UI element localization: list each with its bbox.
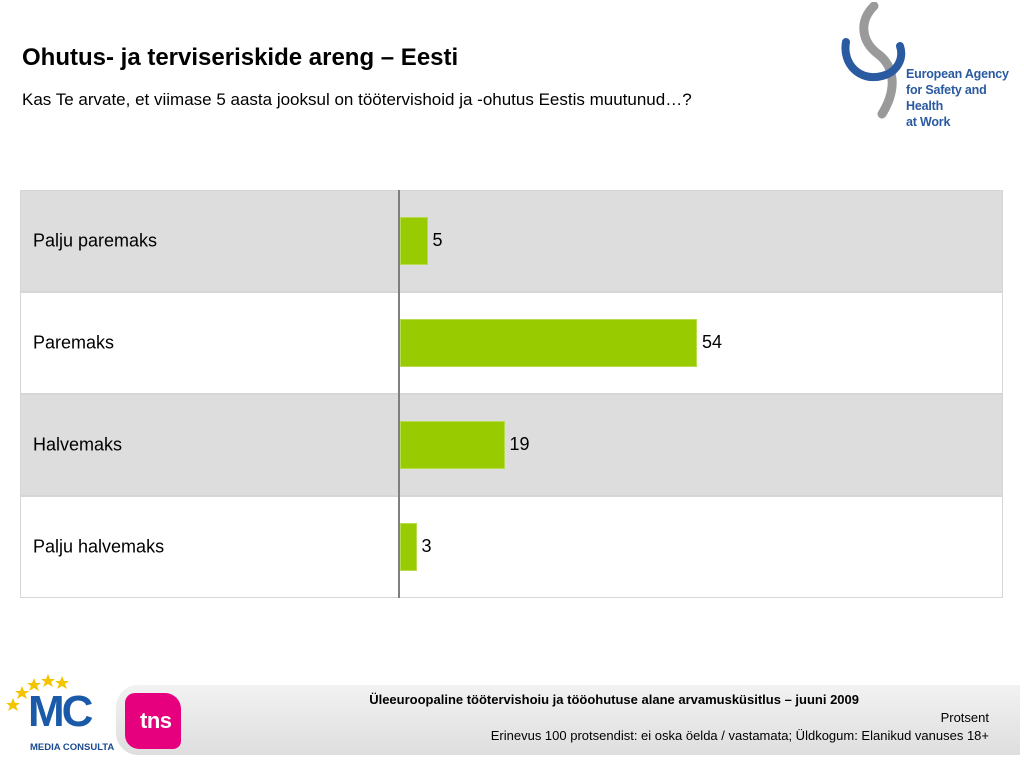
eu-osha-logo: European Agency for Safety and Health at… <box>838 2 1024 129</box>
chart-row: Halvemaks <box>20 394 1003 496</box>
agency-line-2: for Safety and Health <box>906 83 987 113</box>
mc-text: MC <box>28 687 93 736</box>
tns-text: tns <box>140 708 172 733</box>
bar-chart: Palju paremaks Paremaks Halvemaks Palju … <box>20 190 1003 598</box>
agency-name: European Agency for Safety and Health at… <box>906 66 1024 130</box>
agency-line-1: European Agency <box>906 67 1009 81</box>
footer-band <box>116 685 1020 755</box>
bar-value-label: 5 <box>432 230 443 250</box>
chart-row: Palju halvemaks <box>20 496 1003 598</box>
category-label: Palju halvemaks <box>33 536 165 557</box>
bar <box>400 523 417 571</box>
category-label: Palju paremaks <box>33 230 158 251</box>
ribbon-icon <box>838 2 908 120</box>
mc-letters: MC <box>28 687 93 736</box>
tns-logo <box>125 693 181 749</box>
agency-line-3: at Work <box>906 115 951 129</box>
bar <box>400 319 697 367</box>
page-subtitle: Kas Te arvate, et viimase 5 aasta jooksu… <box>22 90 692 109</box>
page-title: Ohutus- ja terviseriskide areng – Eesti <box>22 44 459 71</box>
mc-subtitle: MEDIA CONSULTA <box>30 742 115 753</box>
bar-value-label: 3 <box>421 536 432 556</box>
bar-value-label: 54 <box>702 332 723 352</box>
stars-icon <box>6 674 69 711</box>
bar <box>400 217 428 265</box>
bar <box>400 421 505 469</box>
footer-unit: Protsent <box>940 710 989 725</box>
footer-note: Erinevus 100 protsendist: ei oska öelda … <box>490 728 989 743</box>
bar-value-label: 19 <box>509 434 530 454</box>
category-label: Halvemaks <box>33 434 123 455</box>
media-consulta-logo <box>0 668 110 768</box>
chart-axis-line <box>398 190 400 598</box>
footer-title: Üleeuroopaline töötervishoiu ja tööohutu… <box>369 692 859 707</box>
chart-row: Palju paremaks <box>20 190 1003 292</box>
category-label: Paremaks <box>33 332 115 353</box>
